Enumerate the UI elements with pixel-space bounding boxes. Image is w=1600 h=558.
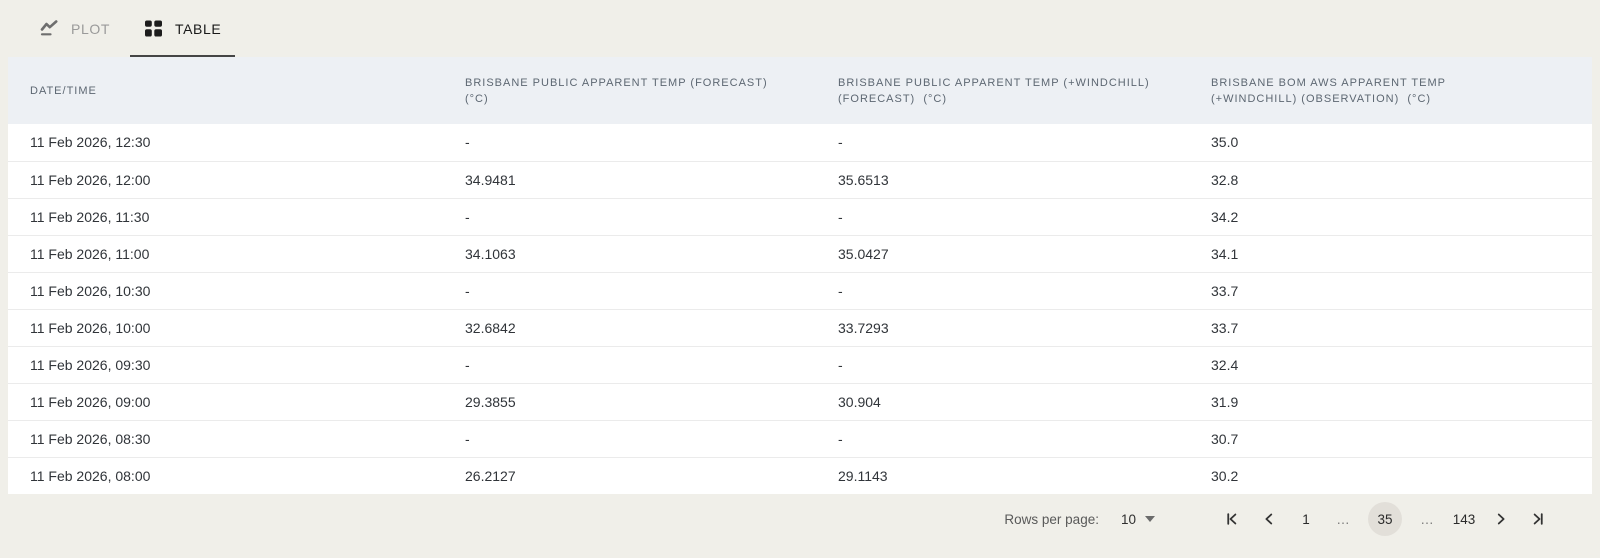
next-page-button[interactable] (1489, 502, 1513, 536)
cell-forecast-windchill: - (816, 345, 1189, 383)
cell-forecast: - (465, 134, 470, 151)
rows-per-page-value: 10 (1120, 511, 1136, 527)
table-row: 11 Feb 2026, 11:00 34.1063 35.0427 34.1 (8, 234, 1592, 272)
cell-datetime: 11 Feb 2026, 12:30 (30, 134, 151, 151)
table-row: 11 Feb 2026, 12:30 - - 35.0 (8, 124, 1592, 161)
ellipsis-left: … (1336, 511, 1350, 527)
table-row: 11 Feb 2026, 10:00 32.6842 33.7293 33.7 (8, 308, 1592, 346)
cell-forecast-windchill: - (816, 419, 1189, 457)
ellipsis-right: … (1420, 511, 1434, 527)
cell-forecast: - (443, 197, 816, 235)
rows-per-page-select[interactable]: 10 (1121, 512, 1155, 527)
cell-forecast-windchill: - (816, 197, 1189, 235)
cell-forecast: - (443, 419, 816, 457)
cell-datetime: 11 Feb 2026, 08:30 (8, 419, 443, 457)
cell-observation: 35.0 (1211, 134, 1239, 151)
cell-forecast-windchill: 35.0427 (816, 234, 1189, 272)
cell-forecast-windchill: 30.904 (816, 382, 1189, 420)
first-page-icon (1223, 510, 1241, 528)
tab-table-label: TABLE (174, 21, 222, 37)
cell-forecast-windchill: 29.1143 (816, 456, 1189, 494)
column-header-forecast-windchill: BRISBANE PUBLIC APPARENT TEMP (+WINDCHIL… (816, 57, 1189, 124)
cell-forecast: 26.2127 (443, 456, 816, 494)
table-header-row: DATE/TIME BRISBANE PUBLIC APPARENT TEMP … (8, 57, 1592, 124)
page-button-current[interactable]: 35 (1368, 502, 1402, 536)
cell-forecast: 29.3855 (443, 382, 816, 420)
chevron-left-icon (1260, 510, 1278, 528)
column-header-observation: BRISBANE BOM AWS APPARENT TEMP (+WINDCHI… (1189, 57, 1592, 124)
rows-per-page-label: Rows per page: (1004, 511, 1099, 527)
cell-forecast-windchill: 35.6513 (816, 160, 1189, 198)
caret-down-icon (1145, 516, 1155, 522)
cell-observation: 33.7 (1189, 271, 1592, 309)
cell-observation: 31.9 (1189, 382, 1592, 420)
cell-forecast-windchill: 33.7293 (816, 308, 1189, 346)
grid-icon (144, 19, 163, 38)
cell-observation: 30.7 (1189, 419, 1592, 457)
cell-observation: 33.7 (1189, 308, 1592, 346)
last-page-icon (1529, 510, 1547, 528)
cell-datetime: 11 Feb 2026, 11:00 (8, 234, 443, 272)
cell-forecast-windchill: - (838, 134, 843, 151)
table-row: 11 Feb 2026, 10:30 - - 33.7 (8, 271, 1592, 309)
column-header-forecast: BRISBANE PUBLIC APPARENT TEMP (FORECAST)… (443, 57, 816, 124)
cell-observation: 34.2 (1189, 197, 1592, 235)
cell-forecast: 34.1063 (443, 234, 816, 272)
cell-observation: 32.8 (1189, 160, 1592, 198)
cell-datetime: 11 Feb 2026, 09:30 (8, 345, 443, 383)
last-page-button[interactable] (1526, 502, 1550, 536)
line-chart-icon (40, 19, 59, 38)
cell-datetime: 11 Feb 2026, 10:00 (8, 308, 443, 346)
pagination-bar: Rows per page: 10 (0, 500, 1600, 538)
page-controls: 1 … 35 … 143 (1207, 502, 1550, 536)
cell-datetime: 11 Feb 2026, 08:00 (8, 456, 443, 494)
tab-table[interactable]: TABLE (129, 0, 236, 57)
cell-forecast: 32.6842 (443, 308, 816, 346)
table-row: 11 Feb 2026, 08:30 - - 30.7 (8, 419, 1592, 457)
tab-bar: PLOT TABLE (0, 0, 1600, 57)
cell-datetime: 11 Feb 2026, 11:30 (8, 197, 443, 235)
prev-page-button[interactable] (1257, 502, 1281, 536)
cell-datetime: 11 Feb 2026, 10:30 (8, 271, 443, 309)
page-button-first[interactable]: 1 (1294, 502, 1318, 536)
table-row: 11 Feb 2026, 08:00 26.2127 29.1143 30.2 (8, 456, 1592, 494)
cell-forecast: - (443, 271, 816, 309)
cell-datetime: 11 Feb 2026, 12:00 (8, 160, 443, 198)
cell-forecast: - (443, 345, 816, 383)
cell-observation: 30.2 (1189, 456, 1592, 494)
tab-plot-label: PLOT (71, 21, 110, 37)
table-row: 11 Feb 2026, 09:00 29.3855 30.904 31.9 (8, 382, 1592, 420)
cell-forecast: 34.9481 (443, 160, 816, 198)
table-panel: DATE/TIME BRISBANE PUBLIC APPARENT TEMP … (8, 57, 1592, 494)
first-page-button[interactable] (1220, 502, 1244, 536)
column-header-datetime: DATE/TIME (8, 57, 443, 124)
page-button-last-number[interactable]: 143 (1452, 502, 1476, 536)
data-table: DATE/TIME BRISBANE PUBLIC APPARENT TEMP … (8, 57, 1592, 494)
table-row: 11 Feb 2026, 12:00 34.9481 35.6513 32.8 (8, 160, 1592, 198)
cell-observation: 34.1 (1189, 234, 1592, 272)
tab-plot[interactable]: PLOT (26, 0, 124, 57)
table-row: 11 Feb 2026, 09:30 - - 32.4 (8, 345, 1592, 383)
table-row: 11 Feb 2026, 11:30 - - 34.2 (8, 197, 1592, 235)
cell-forecast-windchill: - (816, 271, 1189, 309)
cell-observation: 32.4 (1189, 345, 1592, 383)
table-body: 11 Feb 2026, 12:30 - - 35.0 11 Feb 2026,… (8, 124, 1592, 494)
chevron-right-icon (1492, 510, 1510, 528)
cell-datetime: 11 Feb 2026, 09:00 (8, 382, 443, 420)
